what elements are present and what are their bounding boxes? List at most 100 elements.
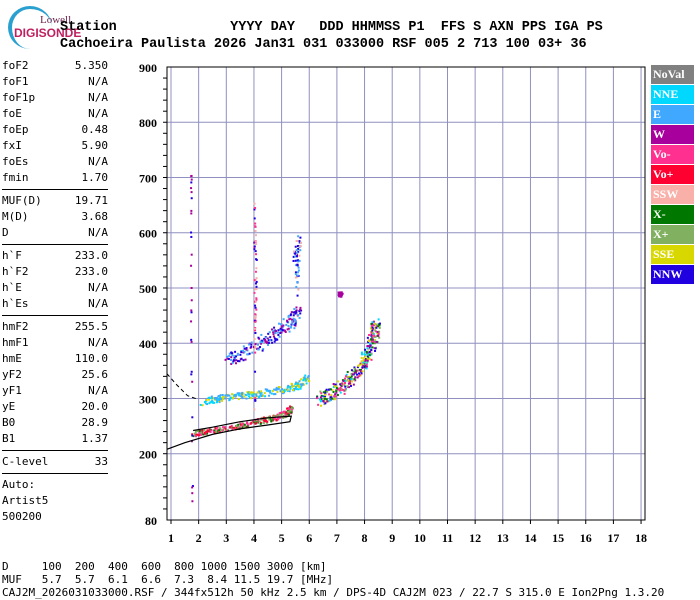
param-name: hmF2 [2,320,29,333]
echo-point [348,380,351,383]
echo-point [260,395,263,398]
echo-point [281,328,284,331]
echo-point [228,394,231,397]
echo-point [374,335,377,338]
echo-point [255,393,258,396]
echo-point [260,391,263,394]
echo-point [289,387,292,390]
echo-point [291,385,294,388]
echo-point [235,425,238,428]
echo-point [286,388,289,391]
header-values: Cachoeira Paulista 2026 Jan31 031 033000… [60,37,587,52]
y-tick-label: 300 [139,392,157,406]
echo-point [337,291,340,294]
x-tick-label: 17 [607,531,619,545]
echo-point [218,397,221,400]
echo-point [349,382,352,385]
legend-item-w: W [651,125,694,144]
param-row: B0 28.9 [2,415,108,431]
logo-line1: Lowell [40,14,72,26]
echo-point [264,395,267,398]
echo-point [236,353,239,356]
echo-point [253,208,256,211]
echo-point [295,306,298,309]
profile-extrapolation [166,373,199,401]
echo-point [346,370,349,373]
parameter-table: foF2 5.350 foF1 N/A foF1p N/A foE N/A foEp 0.48 fx… [2,58,108,525]
echo-point [254,329,257,332]
echo-point [278,335,281,338]
echo-point [268,331,271,334]
x-tick-label: 3 [223,531,229,545]
echo-point [255,419,258,422]
echo-point [255,277,258,280]
echo-point [368,354,371,357]
echo-point [204,402,207,405]
echo-point [299,308,302,311]
echo-point [340,291,343,294]
echo-point [294,245,297,248]
echo-point [374,322,377,325]
echo-point [320,394,323,397]
echo-point [230,351,233,354]
echo-point [280,325,283,328]
echo-point [298,316,301,319]
x-tick-label: 13 [497,531,509,545]
echo-point [303,376,306,379]
echo-point [298,310,301,313]
echo-point [246,349,249,352]
echo-point [196,430,199,433]
echo-point [215,397,218,400]
echo-point [233,355,236,358]
echo-point [257,348,260,351]
echo-point [213,398,216,401]
echo-point [293,311,296,314]
echo-point [327,400,330,403]
echo-point [371,326,374,329]
echo-point [262,348,265,351]
echo-point [191,434,194,437]
echo-point [260,333,263,336]
echo-point [316,395,319,398]
echo-point [232,360,235,363]
echo-point [288,410,291,413]
echo-point [254,225,257,228]
echo-point [216,429,219,432]
x-tick-label: 2 [196,531,202,545]
echo-point [254,250,257,253]
param-row: MUF(D) 19.71 [2,193,108,209]
echo-point [290,407,293,410]
echo-point [255,280,258,283]
echo-point [349,376,352,379]
echo-point [254,422,257,425]
echo-point [293,250,296,253]
echo-point [328,393,331,396]
echo-point [374,330,377,333]
param-row: D N/A [2,225,108,241]
echo-point [278,386,281,389]
echo-point [346,376,349,379]
echo-point [294,271,297,274]
echo-point [235,362,238,365]
echo-point [251,395,254,398]
echo-point [203,432,206,435]
echo-point [259,340,262,343]
echo-point [353,366,356,369]
x-tick-label: 1 [168,531,174,545]
digisonde-logo: Lowell DIGISONDE [4,6,81,49]
echo-point [335,387,338,390]
echo-point [269,339,272,342]
plot-frame [166,66,646,521]
echo-point [254,300,257,303]
param-row: h`E N/A [2,280,108,296]
echo-point [361,366,364,369]
echo-point [254,343,257,346]
echo-point [274,417,277,420]
echo-point [347,382,350,385]
echo-point [253,346,256,349]
echo-point [263,392,266,395]
echo-point [290,382,293,385]
echo-point [281,392,284,395]
param-name: yF1 [2,384,22,397]
echo-point [292,314,295,317]
